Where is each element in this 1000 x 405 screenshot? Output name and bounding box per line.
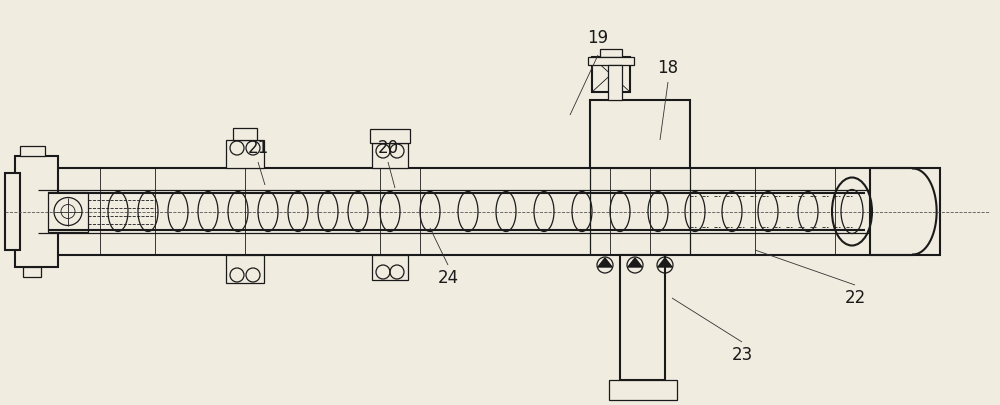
Bar bbox=[233, 128, 257, 140]
Text: 21: 21 bbox=[247, 139, 269, 157]
Text: 18: 18 bbox=[657, 59, 679, 77]
Bar bbox=[38, 168, 940, 255]
Text: 19: 19 bbox=[587, 29, 609, 47]
Bar bbox=[23, 267, 41, 277]
Bar bbox=[20, 146, 45, 156]
Bar bbox=[600, 49, 622, 57]
Bar bbox=[608, 65, 622, 100]
Text: 24: 24 bbox=[437, 269, 459, 287]
Bar bbox=[5, 173, 20, 250]
Polygon shape bbox=[628, 258, 642, 267]
Bar bbox=[620, 255, 665, 380]
Bar bbox=[370, 129, 410, 143]
Bar bbox=[372, 255, 408, 280]
Bar bbox=[226, 255, 264, 283]
Bar bbox=[372, 143, 408, 168]
Polygon shape bbox=[658, 258, 672, 267]
Bar bbox=[592, 57, 630, 92]
Text: 20: 20 bbox=[377, 139, 399, 157]
Text: 22: 22 bbox=[844, 289, 866, 307]
Bar bbox=[226, 140, 264, 168]
Bar bbox=[590, 100, 690, 168]
Bar bbox=[588, 57, 634, 65]
Bar bbox=[48, 192, 88, 232]
Bar bbox=[15, 156, 58, 267]
Text: 23: 23 bbox=[731, 346, 753, 364]
Bar bbox=[609, 380, 677, 400]
Polygon shape bbox=[598, 258, 612, 267]
